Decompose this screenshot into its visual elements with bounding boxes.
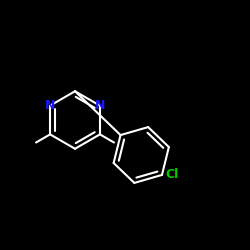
Text: N: N [45,99,55,112]
Text: Cl: Cl [166,168,179,181]
Text: N: N [95,99,105,112]
